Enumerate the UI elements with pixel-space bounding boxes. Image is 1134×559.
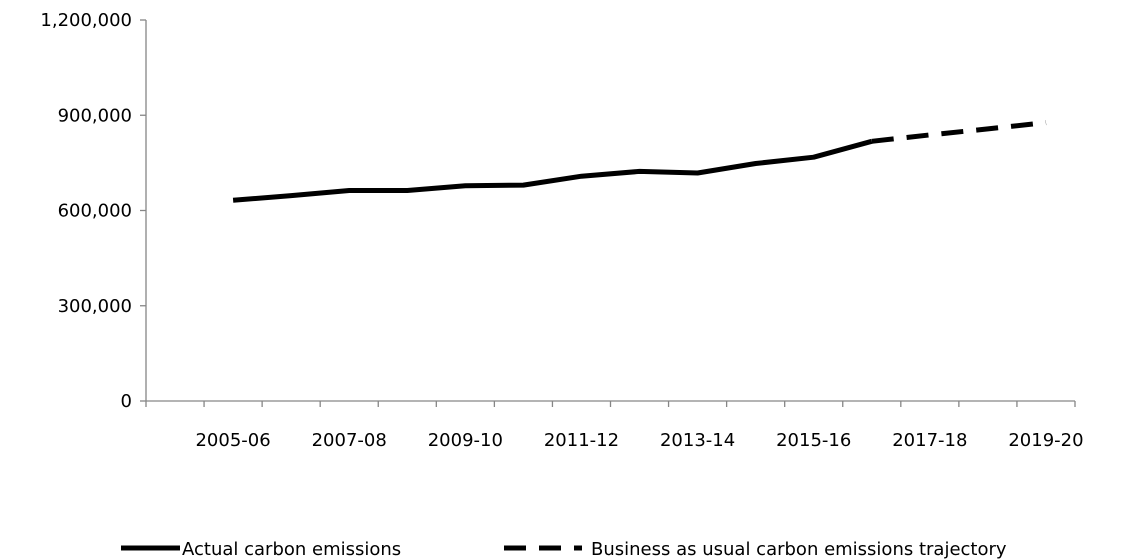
x-tick-label: 2019-20 (1008, 430, 1083, 451)
legend-item-bau: Business as usual carbon emissions traje… (504, 539, 1007, 559)
legend-label-bau: Business as usual carbon emissions traje… (591, 539, 1007, 559)
series-line-bau (871, 120, 1047, 144)
x-tick-label: 2013-14 (660, 430, 735, 451)
x-tick-label: 2017-18 (892, 430, 967, 451)
y-tick-label: 900,000 (58, 105, 132, 126)
series-group (232, 120, 1047, 203)
y-tick-label: 600,000 (58, 201, 132, 222)
y-ticks: 0 300,000 600,000 900,000 1,200,000 (40, 10, 146, 412)
legend: Actual carbon emissions Business as usua… (121, 539, 1007, 559)
y-tick-label: 1,200,000 (40, 10, 132, 31)
y-tick-label: 300,000 (58, 296, 132, 317)
x-ticks: 2005-06 2007-08 2009-10 2011-12 2013-14 2015-… (145, 401, 1084, 451)
x-tick-label: 2011-12 (544, 430, 619, 451)
x-tick-label: 2009-10 (428, 430, 503, 451)
y-tick-label: 0 (121, 391, 132, 412)
series-line-actual (232, 138, 873, 203)
x-tick-label: 2007-08 (312, 430, 387, 451)
x-tick-label: 2015-16 (776, 430, 851, 451)
x-tick-label: 2005-06 (195, 430, 270, 451)
legend-label-actual: Actual carbon emissions (182, 539, 401, 559)
legend-item-actual: Actual carbon emissions (121, 539, 401, 559)
